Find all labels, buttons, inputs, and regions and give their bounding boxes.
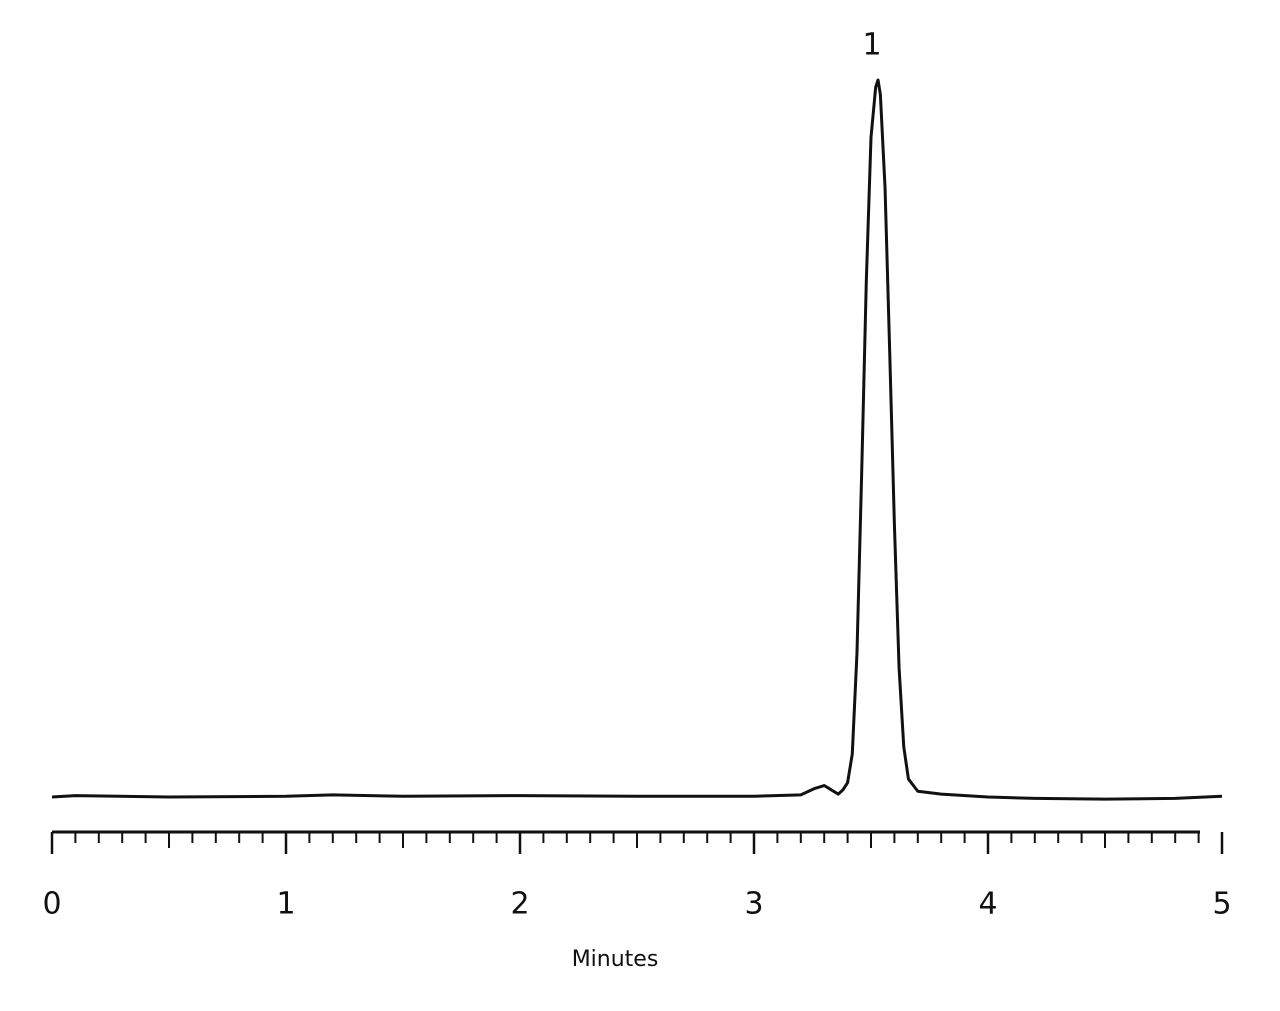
x-tick-label: 2 <box>510 887 529 922</box>
signal-line <box>51 78 1223 801</box>
x-tick-label: 3 <box>744 887 763 922</box>
x-tick-label: 4 <box>978 887 997 922</box>
x-tick-label: 0 <box>42 887 61 922</box>
x-tick-label: 1 <box>276 887 295 922</box>
peak-label: 1 <box>862 28 881 63</box>
x-tick-label: 5 <box>1212 887 1231 922</box>
x-axis-title: Minutes <box>572 947 659 972</box>
